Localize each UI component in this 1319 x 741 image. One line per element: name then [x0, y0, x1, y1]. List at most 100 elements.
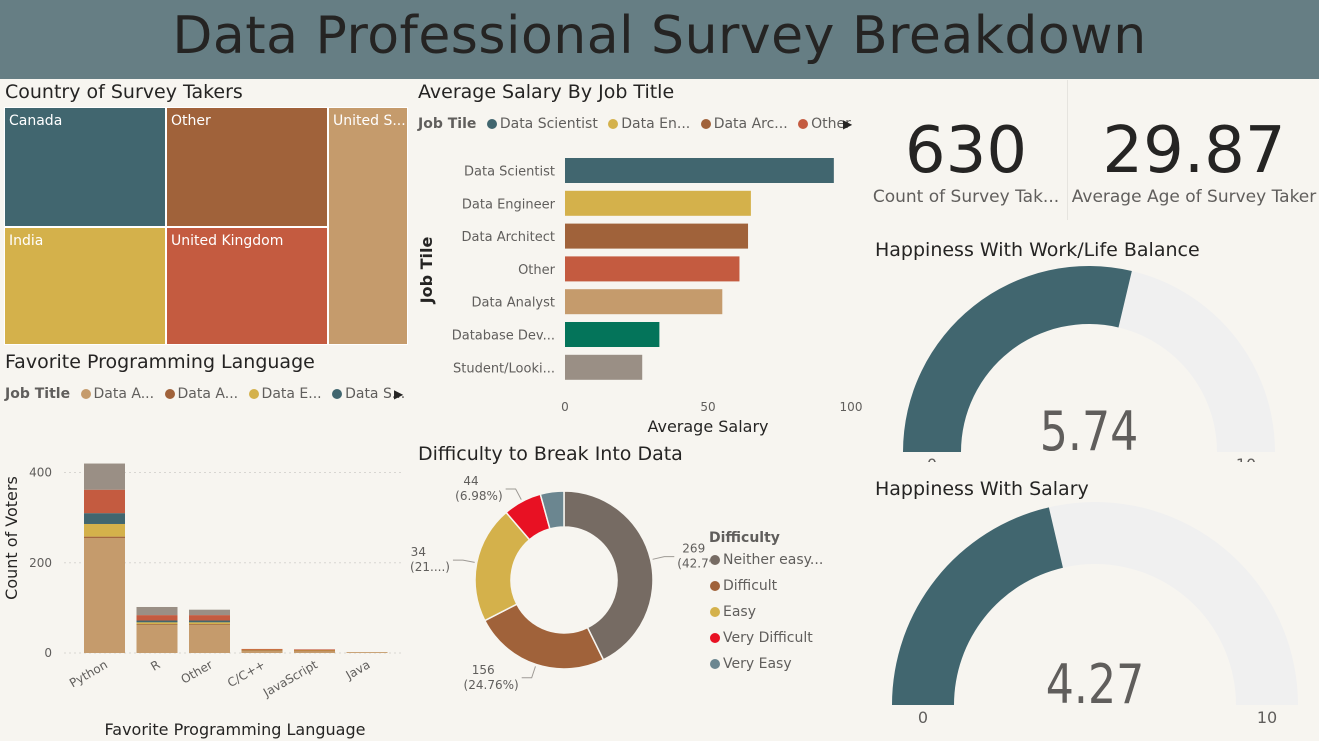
legend-item[interactable]: Data E...	[243, 386, 322, 402]
language-category-label: C/C++	[225, 657, 267, 690]
country-treemap[interactable]: Canada Other United S... India United Ki…	[4, 107, 408, 345]
language-bar-segment[interactable]	[136, 625, 178, 653]
donut-value-label: 134	[410, 545, 426, 559]
language-stacked-bar-chart: 0 200 400 Python R Other C/C++JavaScript Java Fa…	[2, 463, 404, 739]
salary-bar[interactable]	[565, 190, 751, 216]
language-bar-segment[interactable]	[136, 620, 178, 623]
salary-bar[interactable]	[565, 158, 834, 183]
language-bar-segment[interactable]	[294, 650, 335, 653]
salary-bar[interactable]	[565, 256, 740, 282]
salary-category-label: Student/Looki...	[453, 361, 555, 376]
legend-item[interactable]: Very Easy	[709, 656, 823, 682]
treemap-tile-united-states[interactable]: United S...	[328, 107, 408, 345]
language-bar-segment[interactable]	[189, 615, 230, 621]
language-bar-segment[interactable]	[84, 523, 125, 537]
language-bar-segment[interactable]	[189, 609, 230, 616]
language-bar-segment[interactable]	[84, 463, 125, 490]
legend-item[interactable]: Data S...	[326, 386, 405, 402]
language-bar-segment[interactable]	[294, 649, 335, 651]
legend-item[interactable]: Easy	[709, 604, 823, 630]
salary-bar[interactable]	[565, 223, 749, 249]
language-bar-segment[interactable]	[189, 624, 230, 626]
language-legend: Job Title Data A... Data A... Data E... …	[5, 386, 405, 402]
legend-dot	[248, 389, 259, 399]
tile-label: India	[9, 233, 44, 249]
salary-x-axis-title: Average Salary	[647, 417, 768, 436]
treemap-tile-united-kingdom[interactable]: United Kingdom	[166, 227, 328, 345]
legend-item[interactable]: Difficult	[709, 578, 823, 604]
legend-label: Data Scientist	[499, 116, 598, 132]
language-bar-segment[interactable]	[84, 513, 125, 524]
legend-next-arrow-icon[interactable]: ▶	[394, 387, 404, 401]
language-bar-segment[interactable]	[189, 622, 230, 625]
language-bar-segment[interactable]	[136, 624, 178, 626]
tile-label: Canada	[9, 113, 63, 129]
legend-dot	[710, 659, 720, 669]
language-bar-segment[interactable]	[84, 537, 125, 653]
language-category-label: Other	[178, 657, 215, 686]
legend-item[interactable]: Neither easy...	[709, 552, 823, 578]
treemap-tile-canada[interactable]: Canada	[4, 107, 166, 227]
language-bar-segment[interactable]	[136, 622, 178, 625]
language-y-tick: 200	[29, 556, 52, 570]
legend-dot	[710, 555, 720, 565]
salary-bar[interactable]	[565, 354, 643, 380]
salary-legend: Job Tile Data Scientist Data En... Data …	[418, 116, 851, 132]
donut-value-label: 44	[463, 474, 478, 488]
language-bar-segment[interactable]	[346, 652, 388, 653]
salary-bar[interactable]	[565, 322, 660, 347]
legend-dot	[608, 119, 619, 129]
salary-chart-title: Average Salary By Job Title	[418, 81, 675, 103]
language-bar-segment[interactable]	[241, 649, 283, 651]
donut-slice[interactable]	[539, 490, 565, 530]
kpi-age-value: 29.87	[1102, 114, 1286, 188]
gauge-fill[interactable]	[903, 266, 1132, 452]
salary-category-label: Data Architect	[462, 230, 555, 245]
language-bar-segment[interactable]	[241, 650, 283, 653]
legend-item[interactable]: Data Scientist	[481, 116, 598, 132]
salary-bar[interactable]	[565, 289, 723, 315]
legend-item[interactable]: Data A...	[159, 386, 238, 402]
difficulty-chart-title: Difficulty to Break Into Data	[418, 443, 683, 465]
legend-label: Data Arc...	[713, 116, 788, 132]
legend-next-arrow-icon[interactable]: ▶	[843, 117, 853, 131]
treemap-tile-india[interactable]: India	[4, 227, 166, 345]
legend-item[interactable]: Very Difficult	[709, 630, 823, 656]
legend-dot	[798, 119, 809, 129]
legend-dot	[486, 119, 497, 129]
language-bar-segment[interactable]	[136, 606, 178, 616]
donut-value-label: 156	[472, 663, 495, 677]
language-bar-segment[interactable]	[84, 489, 125, 514]
donut-leader-line	[521, 666, 536, 679]
difficulty-legend: Difficulty Neither easy... Difficult Eas…	[709, 530, 823, 682]
gauge-worklife-title: Happiness With Work/Life Balance	[875, 239, 1200, 261]
donut-value-label: 269	[682, 542, 705, 556]
legend-item[interactable]: Data Arc...	[695, 116, 788, 132]
tile-label: United Kingdom	[171, 233, 284, 249]
difficulty-donut-chart: 269(42.7%) 156(24.76%) 134(21....) 44(6.98%…	[410, 474, 710, 692]
donut-slice[interactable]	[483, 603, 605, 670]
language-bar-segment[interactable]	[136, 615, 178, 621]
language-bar-segment[interactable]	[294, 650, 335, 652]
gauge-salary: 4.27 0 10	[892, 502, 1298, 727]
legend-item[interactable]: Other	[792, 116, 851, 132]
language-y-axis-title: Count of Voters	[2, 476, 21, 600]
language-bar-segment[interactable]	[189, 620, 230, 623]
legend-dot	[700, 119, 711, 129]
language-bar-segment[interactable]	[241, 648, 283, 650]
language-bar-segment[interactable]	[294, 649, 335, 651]
legend-label: Very Difficult	[723, 630, 813, 646]
language-bar-segment[interactable]	[189, 625, 230, 653]
donut-percent-label: (42.7%)	[677, 557, 710, 571]
language-bar-segment[interactable]	[84, 536, 125, 538]
donut-slice[interactable]	[563, 490, 654, 661]
salary-x-tick: 50	[700, 400, 715, 414]
legend-title: Difficulty	[709, 530, 780, 546]
donut-percent-label: (6.98%)	[455, 489, 502, 503]
treemap-tile-other[interactable]: Other	[166, 107, 328, 227]
language-bar-segment[interactable]	[241, 649, 283, 651]
legend-label: Data A...	[93, 386, 155, 402]
gauge-fill[interactable]	[892, 507, 1063, 705]
legend-item[interactable]: Data En...	[602, 116, 690, 132]
legend-item[interactable]: Data A...	[75, 386, 155, 402]
